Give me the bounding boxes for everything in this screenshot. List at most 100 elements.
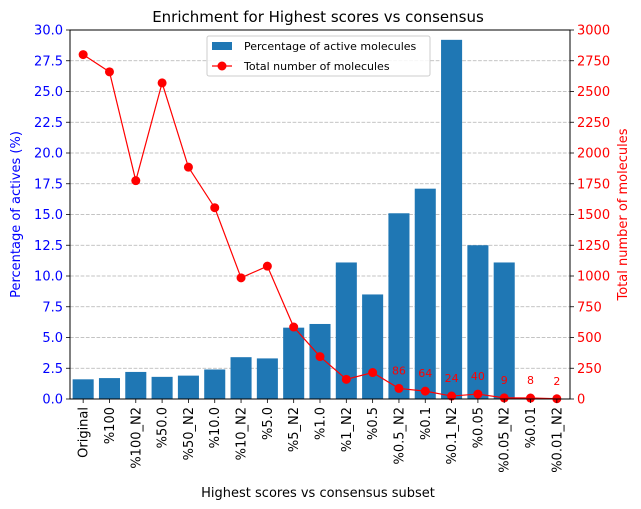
bar [230, 357, 252, 399]
x-tick-label: %0.5 [366, 407, 381, 440]
data-label: 2 [553, 375, 560, 388]
x-tick-label: %5_N2 [287, 407, 302, 452]
right-tick-label: 0 [577, 393, 585, 408]
line-point [183, 162, 193, 172]
left-tick-label: 30.0 [34, 24, 63, 39]
line-point [473, 389, 483, 399]
left-tick-label: 7.5 [42, 300, 63, 315]
x-tick-label: %100_N2 [129, 407, 144, 469]
x-tick-label: %10.0 [208, 407, 223, 448]
line-point [157, 78, 167, 88]
bar [362, 294, 384, 399]
legend-box [206, 35, 431, 77]
left-axis-ticks: 0.0 2.5 5.0 7.5 10.0 12.5 15.0 17.5 20.0 22.5 25.0… [34, 24, 70, 408]
bar [335, 262, 357, 399]
line-point [447, 391, 457, 401]
x-tick-label: %0.01_N2 [550, 407, 565, 473]
x-tick-label: %1.0 [314, 407, 329, 440]
left-tick-label: 10.0 [34, 270, 63, 285]
right-tick-label: 1500 [577, 208, 610, 223]
bar [283, 327, 305, 399]
bar [467, 245, 489, 399]
x-tick-label: %0.05_N2 [498, 407, 513, 473]
x-axis-ticks: Original %100 %100_N2 %50.0 %50_N2 %10.0 %10_N… [77, 399, 565, 473]
left-tick-label: 25.0 [34, 85, 63, 100]
y-axis-label-right: Total number of molecules [616, 128, 631, 301]
right-tick-label: 250 [577, 362, 602, 377]
right-tick-label: 1250 [577, 239, 610, 254]
bar [72, 379, 94, 399]
bar [125, 371, 147, 399]
left-tick-label: 15.0 [34, 208, 63, 223]
data-label: 9 [501, 374, 508, 387]
line-point [526, 393, 536, 403]
right-tick-label: 2250 [577, 116, 610, 131]
x-axis-label: Highest scores vs consensus subset [201, 486, 435, 501]
bar [388, 213, 410, 399]
line-point [262, 261, 272, 271]
line-point [420, 386, 430, 396]
line-point [131, 176, 141, 186]
bar [441, 39, 463, 400]
left-tick-label: 12.5 [34, 239, 63, 254]
line-point [289, 322, 299, 332]
data-label: 86 [392, 364, 406, 377]
legend-bar-swatch [212, 42, 232, 50]
legend-line-label: Total number of molecules [243, 60, 390, 73]
y-axis-label-left: Percentage of actives (%) [9, 131, 24, 298]
left-tick-label: 20.0 [34, 147, 63, 162]
chart-title: Enrichment for Highest scores vs consens… [152, 8, 484, 26]
x-tick-label: %0.1 [419, 407, 434, 440]
line-point [499, 393, 509, 403]
x-tick-label: %50.0 [156, 407, 171, 448]
bar [493, 262, 515, 399]
line-point [368, 368, 378, 378]
right-tick-label: 2750 [577, 54, 610, 69]
legend: Percentage of active molecules Total num… [206, 35, 431, 77]
left-tick-label: 2.5 [42, 362, 63, 377]
legend-bar-label: Percentage of active molecules [244, 40, 417, 53]
left-tick-label: 5.0 [42, 331, 63, 346]
data-label: 24 [445, 372, 459, 385]
line-point [341, 374, 351, 384]
bar [309, 323, 331, 399]
right-tick-label: 2000 [577, 147, 610, 162]
right-tick-label: 3000 [577, 24, 610, 39]
left-tick-label: 17.5 [34, 177, 63, 192]
x-tick-label: %0.01 [524, 407, 539, 448]
bar [98, 378, 120, 399]
left-tick-label: 27.5 [34, 54, 63, 69]
left-tick-label: 22.5 [34, 116, 63, 131]
data-labels: 86 64 24 40 9 8 2 [392, 364, 560, 387]
data-label: 40 [471, 370, 485, 383]
line-point [104, 67, 114, 77]
bars [72, 39, 515, 400]
x-tick-label: %1_N2 [340, 407, 355, 452]
data-label: 8 [527, 374, 534, 387]
x-tick-label: %100 [103, 407, 118, 444]
right-tick-label: 1000 [577, 270, 610, 285]
x-tick-label: %10_N2 [235, 407, 250, 460]
right-axis-ticks: 0 250 500 750 1000 1250 1500 1750 2000 2250 2500 27… [570, 24, 610, 408]
right-tick-label: 500 [577, 331, 602, 346]
left-tick-label: 0.0 [42, 393, 63, 408]
line-point [210, 203, 220, 213]
line-point [315, 352, 325, 362]
bar [151, 376, 173, 399]
line-point [394, 383, 404, 393]
x-tick-label: %0.5_N2 [392, 407, 407, 465]
right-tick-label: 1750 [577, 177, 610, 192]
x-tick-label: %0.1_N2 [445, 407, 460, 465]
x-tick-label: Original [77, 407, 92, 458]
bar [414, 188, 436, 399]
right-tick-label: 2500 [577, 85, 610, 100]
right-tick-label: 750 [577, 300, 602, 315]
data-label: 64 [418, 367, 432, 380]
bar [204, 369, 226, 399]
x-tick-label: %50_N2 [182, 407, 197, 460]
legend-line-marker [217, 61, 227, 71]
x-tick-label: %0.05 [471, 407, 486, 448]
x-tick-label: %5.0 [261, 407, 276, 440]
bar [177, 375, 199, 399]
